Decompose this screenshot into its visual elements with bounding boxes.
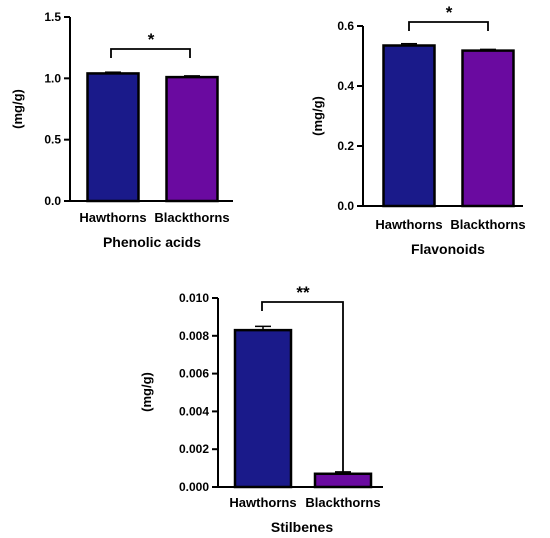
y-tick-label: 0.006: [179, 367, 209, 381]
chart-stilbenes: 0.000 0.002 0.004 0.006 0.008 0.010 (mg/g) Ha…: [139, 283, 383, 535]
chart-title: Phenolic acids: [103, 234, 201, 250]
y-tick-label: 0.6: [337, 19, 354, 33]
significance-bracket: [261, 301, 344, 474]
significance-bracket: [408, 21, 489, 31]
category-label-hawthorns: Hawthorns: [79, 210, 146, 225]
y-tick-label: 1.5: [44, 10, 61, 24]
y-tick-label: 0.008: [179, 329, 209, 343]
y-tick-label: 1.0: [44, 71, 61, 85]
chart-title: Stilbenes: [271, 519, 333, 535]
category-label-hawthorns: Hawthorns: [375, 217, 442, 232]
bar-blackthorns: [313, 472, 373, 489]
y-axis-label: (mg/g): [10, 89, 25, 129]
significance-marker: **: [296, 283, 310, 302]
significance-marker: *: [446, 3, 453, 22]
y-tick-label: 0.4: [337, 79, 354, 93]
bar-hawthorns: [382, 44, 436, 208]
y-axis-label: (mg/g): [310, 96, 325, 136]
significance-bracket: [110, 48, 191, 58]
y-tick-label: 0.2: [337, 139, 354, 153]
bar-hawthorns: [86, 72, 140, 203]
bar-hawthorns: [233, 328, 293, 489]
y-axis-label: (mg/g): [139, 372, 154, 412]
chart-title: Flavonoids: [411, 241, 485, 257]
chart-flavonoids: 0.0 0.2 0.4 0.6 (mg/g) Hawthorns Blackthorn…: [310, 3, 526, 257]
category-label-hawthorns: Hawthorns: [229, 495, 296, 510]
y-tick-label: 0.0: [337, 199, 354, 213]
category-label-blackthorns: Blackthorns: [450, 217, 525, 232]
category-label-blackthorns: Blackthorns: [305, 495, 380, 510]
chart-phenolic-acids: 0.0 0.5 1.0 1.5 (mg/g) Hawthorns Blackthorn…: [10, 10, 233, 250]
bar-blackthorns: [461, 49, 515, 208]
bar-blackthorns: [165, 75, 219, 203]
y-tick-label: 0.5: [44, 133, 61, 147]
significance-marker: *: [148, 30, 155, 49]
y-tick-label: 0.004: [179, 404, 209, 418]
y-tick-label: 0.002: [179, 442, 209, 456]
y-tick-label: 0.0: [44, 194, 61, 208]
y-tick-label: 0.000: [179, 480, 209, 494]
category-label-blackthorns: Blackthorns: [154, 210, 229, 225]
y-tick-label: 0.010: [179, 291, 209, 305]
